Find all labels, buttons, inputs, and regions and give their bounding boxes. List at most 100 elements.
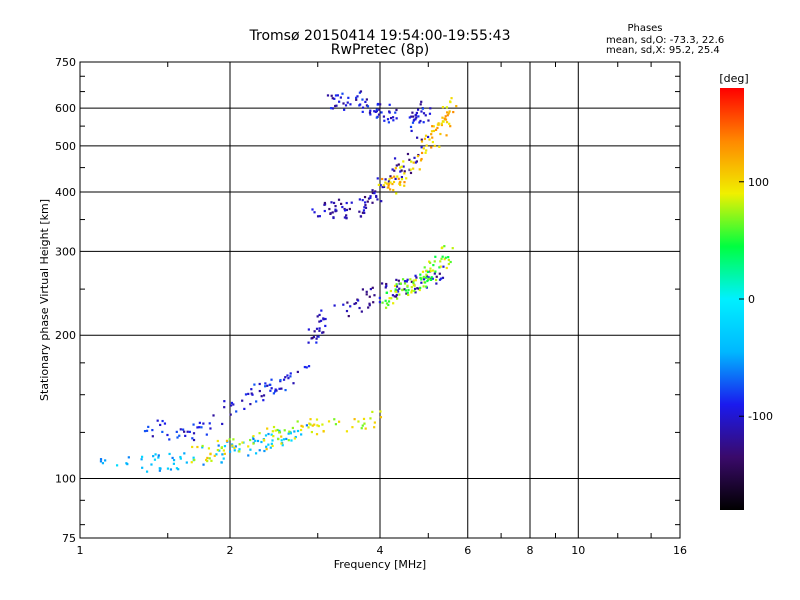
echo-point — [318, 329, 321, 332]
echo-point — [228, 450, 232, 453]
echo-point — [347, 96, 350, 99]
echo-point — [287, 439, 290, 442]
echo-point — [318, 313, 321, 317]
echo-point — [143, 429, 147, 433]
echo-point — [307, 328, 310, 331]
echo-point — [362, 209, 366, 212]
echo-point — [395, 108, 398, 112]
echo-point — [184, 434, 187, 437]
echo-point — [198, 421, 201, 424]
echo-point — [445, 266, 448, 270]
echo-point — [425, 149, 428, 152]
echo-point — [408, 168, 411, 171]
echo-point — [357, 299, 360, 302]
x-tick-label: 1 — [77, 544, 84, 557]
echo-point — [289, 372, 292, 375]
echo-point — [403, 288, 406, 291]
echo-point — [391, 168, 394, 171]
echo-point — [331, 107, 335, 110]
echo-point — [151, 435, 154, 438]
echo-point — [263, 449, 266, 453]
echo-point — [369, 417, 372, 420]
y-axis-label: Stationary phase Virtual Height [km] — [38, 199, 51, 401]
echo-point — [220, 446, 224, 449]
echo-point — [381, 301, 384, 304]
y-tick-label: 600 — [55, 102, 76, 115]
echo-point — [407, 293, 410, 297]
echo-point — [334, 423, 338, 426]
echo-point — [361, 211, 365, 214]
echo-point — [413, 284, 416, 287]
y-tick-label: 100 — [55, 473, 76, 486]
echo-point — [333, 418, 336, 421]
echo-point — [151, 428, 154, 432]
echo-point — [384, 178, 387, 181]
echo-point — [428, 277, 431, 280]
echo-point — [322, 317, 325, 320]
echo-point — [444, 256, 447, 259]
echo-point — [420, 151, 424, 155]
echo-point — [271, 430, 274, 433]
echo-point — [251, 393, 254, 396]
echo-point — [423, 278, 426, 281]
echo-point — [395, 192, 398, 195]
echo-point — [316, 335, 319, 338]
echo-point — [419, 103, 422, 106]
echo-point — [247, 392, 250, 396]
echo-point — [318, 215, 321, 218]
echo-point — [163, 422, 167, 425]
echo-point — [141, 466, 144, 469]
echo-point — [313, 211, 316, 214]
echo-point — [305, 424, 309, 427]
echo-point — [394, 111, 397, 114]
y-tick-label: 400 — [55, 186, 76, 199]
echo-point — [99, 458, 103, 461]
echo-point — [349, 103, 352, 106]
echo-point — [216, 439, 219, 443]
echo-point — [205, 433, 208, 436]
echo-point — [361, 98, 364, 101]
echo-point — [362, 417, 366, 421]
echo-point — [284, 376, 287, 379]
echo-point — [373, 426, 376, 429]
echo-point — [397, 163, 400, 166]
echo-point — [354, 302, 358, 305]
echo-point — [387, 300, 391, 303]
echo-point — [433, 144, 436, 148]
echo-point — [274, 390, 277, 393]
echo-point — [438, 272, 441, 275]
echo-point — [253, 383, 256, 386]
echo-point — [264, 382, 267, 385]
echo-point — [441, 255, 444, 258]
echo-point — [359, 215, 363, 218]
echo-point — [389, 181, 392, 184]
echo-point — [371, 191, 374, 195]
echo-point — [387, 186, 390, 189]
echo-point — [415, 111, 418, 115]
echo-point — [269, 389, 272, 392]
echo-point — [343, 209, 347, 212]
echo-point — [201, 446, 204, 449]
echo-point — [393, 169, 396, 172]
echo-point — [258, 432, 261, 435]
echo-point — [282, 438, 286, 441]
echo-point — [409, 125, 413, 129]
echo-point — [443, 258, 446, 261]
y-tick-label: 750 — [55, 56, 76, 69]
echo-point — [406, 278, 409, 281]
echo-point — [422, 275, 425, 279]
echo-point — [172, 462, 176, 465]
echo-point — [445, 106, 449, 109]
echo-point — [418, 168, 421, 171]
echo-point — [431, 140, 434, 144]
echo-point — [436, 123, 439, 126]
echo-point — [428, 260, 431, 263]
echo-point — [375, 109, 378, 113]
echo-point — [260, 395, 263, 398]
echo-point — [419, 159, 423, 162]
colorbar-tick-label: 0 — [748, 293, 755, 306]
echo-point — [386, 118, 390, 121]
echo-points — [99, 90, 458, 473]
echo-point — [153, 458, 157, 461]
echo-point — [428, 112, 432, 115]
